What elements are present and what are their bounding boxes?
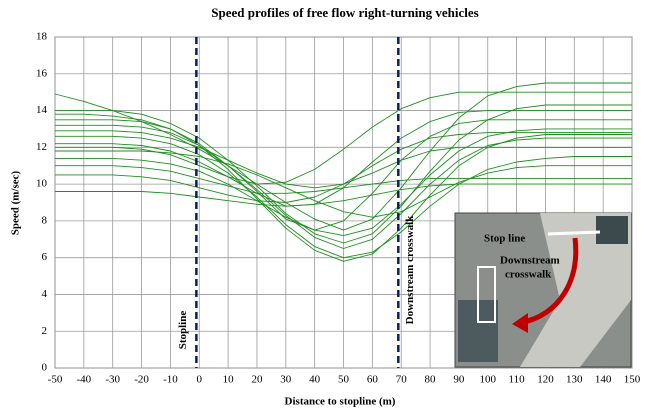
y-tick-label: 16 [36, 67, 48, 79]
x-tick-label: -40 [77, 374, 92, 386]
stop-line-marker [547, 230, 601, 236]
speed-profile [54, 82, 632, 231]
x-tick-label: 40 [309, 374, 321, 386]
inset-label: Downstream [500, 255, 560, 267]
y-tick-label: 12 [36, 141, 47, 153]
speed-profile [55, 119, 632, 231]
road-area [520, 213, 631, 367]
inset-label: crosswalk [505, 269, 552, 281]
y-tick-label: 14 [36, 104, 48, 116]
speed-profile [55, 183, 632, 207]
x-tick-label: -20 [134, 374, 149, 386]
x-tick-label: 110 [509, 374, 526, 386]
reference-label: Downstream crosswalk [404, 215, 416, 325]
y-tick-label: 18 [36, 31, 48, 43]
y-tick-label: 0 [42, 362, 48, 374]
x-axis-label: Distance to stopline (m) [285, 396, 396, 408]
y-tick-label: 10 [36, 178, 48, 190]
y-tick-label: 2 [42, 325, 48, 337]
x-tick-label: -50 [48, 374, 63, 386]
x-tick-label: 10 [223, 374, 235, 386]
speed-profile [55, 113, 632, 262]
speed-profile [55, 150, 632, 218]
inset-label: Stop line [484, 233, 525, 245]
x-tick-label: 60 [367, 374, 379, 386]
speed-profile [55, 104, 632, 244]
turn-arrow [519, 237, 579, 326]
speed-profile [55, 124, 632, 249]
speed-profile [55, 130, 632, 189]
x-tick-label: -10 [163, 374, 178, 386]
building [596, 216, 628, 244]
chart-title: Speed profiles of free flow right-turnin… [211, 5, 478, 20]
x-tick-label: 120 [537, 374, 554, 386]
x-tick-label: 30 [280, 374, 292, 386]
x-tick-label: 150 [624, 374, 641, 386]
y-tick-label: 8 [42, 214, 48, 226]
x-tick-label: 70 [396, 374, 408, 386]
turn-arrow-head [512, 313, 528, 333]
speed-profile [55, 91, 632, 185]
x-tick-label: 20 [251, 374, 263, 386]
x-tick-label: 130 [566, 374, 583, 386]
y-tick-label: 6 [42, 251, 48, 263]
x-tick-label: -30 [105, 374, 120, 386]
speed-profile [55, 135, 632, 259]
crosswalk-box [477, 266, 496, 323]
reference-label: Stopline [177, 311, 189, 350]
x-tick-label: 90 [453, 374, 465, 386]
y-tick-label: 4 [42, 288, 48, 300]
y-axis-label: Speed (m/sec) [10, 170, 22, 235]
x-tick-label: 50 [338, 374, 350, 386]
x-tick-label: 0 [197, 374, 203, 386]
x-tick-label: 140 [595, 374, 612, 386]
inset-photo: Stop line Downstream crosswalk [454, 212, 632, 368]
speed-profile [55, 165, 632, 194]
x-tick-label: 100 [480, 374, 497, 386]
x-tick-label: 80 [425, 374, 437, 386]
speed-profile [55, 128, 632, 237]
